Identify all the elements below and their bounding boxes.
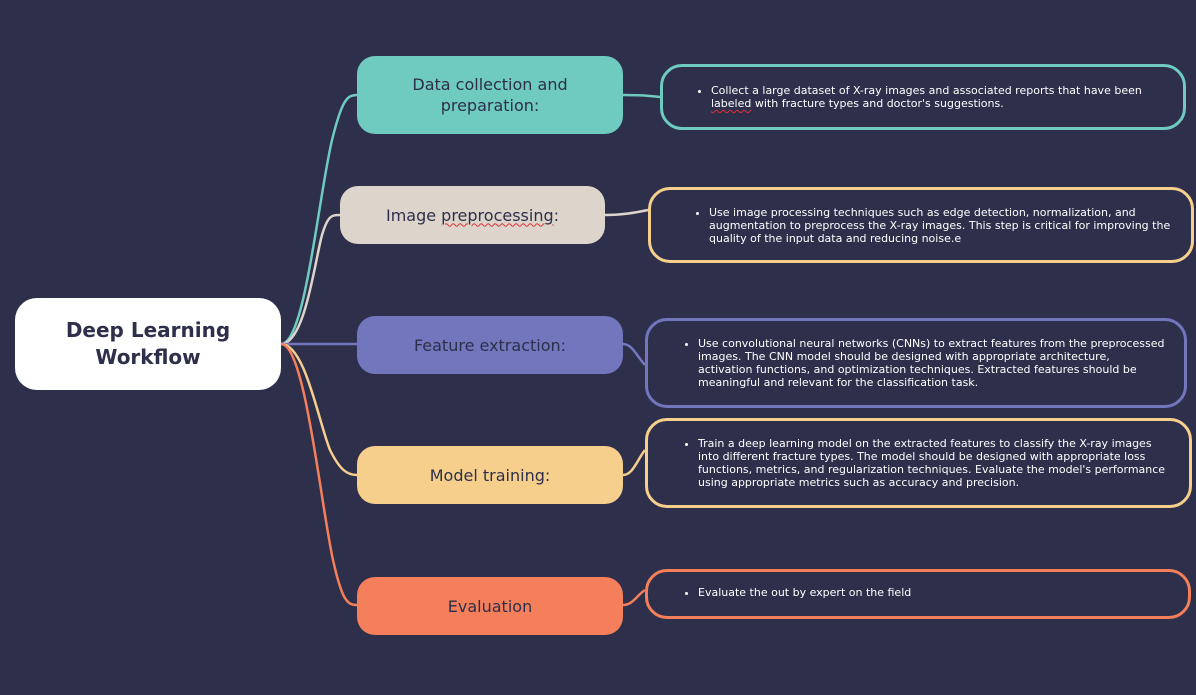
branch-label: Data collection and preparation: (412, 75, 568, 115)
branch-feature-extraction[interactable]: Feature extraction: (357, 316, 623, 374)
detail-model-training: Train a deep learning model on the extra… (645, 418, 1192, 508)
detail-image-preprocessing: Use image processing techniques such as … (648, 187, 1194, 263)
root-label: Deep Learning Workflow (65, 318, 231, 369)
connector-root-to-evaluation (280, 342, 358, 607)
detail-bullet: Use convolutional neural networks (CNNs)… (698, 337, 1166, 389)
connector-data-collection-to-detail (622, 93, 661, 99)
connector-root-to-model-training (280, 342, 358, 477)
connector-feature-extraction-to-detail (622, 342, 646, 366)
detail-bullet: Use image processing techniques such as … (709, 206, 1171, 245)
branch-model-training[interactable]: Model training: (357, 446, 623, 504)
connector-root-to-image-preprocessing (280, 213, 341, 346)
detail-bullet: Train a deep learning model on the extra… (698, 437, 1173, 489)
branch-image-preprocessing[interactable]: Image preprocessing: (340, 186, 605, 244)
connector-image-preprocessing-to-detail (604, 208, 649, 217)
branch-data-collection[interactable]: Data collection and preparation: (357, 56, 623, 134)
branch-label: Evaluation (447, 596, 533, 616)
branch-evaluation[interactable]: Evaluation (357, 577, 623, 635)
detail-bullet: Evaluate the out by expert on the field (698, 586, 911, 599)
detail-bullet: Collect a large dataset of X-ray images … (711, 84, 1165, 110)
connector-model-training-to-detail (622, 449, 646, 477)
root-node[interactable]: Deep Learning Workflow (15, 298, 281, 390)
detail-feature-extraction: Use convolutional neural networks (CNNs)… (645, 318, 1187, 408)
branch-label: Feature extraction: (413, 335, 567, 355)
detail-evaluation: Evaluate the out by expert on the field (645, 569, 1191, 619)
connector-evaluation-to-detail (622, 588, 646, 607)
branch-label: Model training: (429, 465, 551, 485)
branch-label: Image preprocessing: (385, 205, 560, 225)
detail-data-collection: Collect a large dataset of X-ray images … (660, 64, 1186, 130)
